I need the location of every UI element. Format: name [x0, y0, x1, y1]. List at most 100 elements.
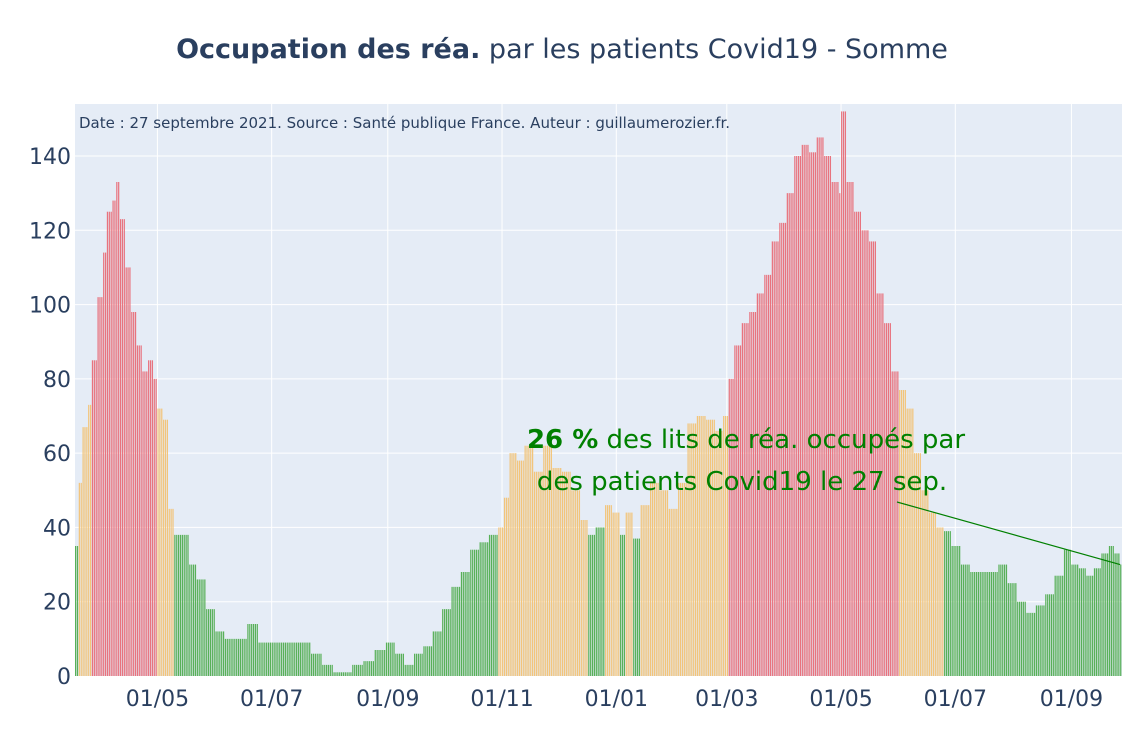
bar-group [809, 152, 817, 677]
bar-group [989, 572, 998, 676]
bar-group [131, 312, 137, 676]
bar [985, 572, 987, 676]
bar-group [854, 211, 861, 676]
chart-title-bold: Occupation des réa. [176, 34, 480, 65]
bar [127, 267, 129, 676]
x-tick-label: 01/07 [924, 687, 987, 712]
bar [1011, 583, 1013, 676]
bar [432, 631, 434, 676]
bar [646, 505, 648, 676]
bar [558, 468, 560, 676]
bar [590, 534, 592, 676]
bar [275, 642, 277, 676]
bar [1118, 553, 1120, 676]
bar [1002, 564, 1004, 676]
bar [754, 312, 757, 676]
bar [207, 609, 210, 676]
bar [453, 586, 455, 676]
bar [518, 460, 521, 676]
bar [951, 546, 953, 676]
bar [522, 460, 524, 676]
bar [801, 144, 803, 677]
bar [884, 323, 886, 676]
bar [1077, 564, 1079, 676]
bar [367, 661, 369, 676]
bar [769, 274, 772, 676]
bar [856, 211, 858, 676]
bar [445, 609, 448, 676]
bar [84, 427, 86, 676]
bar [846, 182, 848, 676]
bar-group [921, 490, 929, 676]
bar [977, 572, 979, 676]
bar-group [215, 631, 225, 676]
bar-group [970, 572, 979, 676]
bar [193, 564, 195, 676]
bar [327, 664, 330, 676]
bar [116, 182, 118, 676]
bar [835, 182, 837, 676]
bar-group [181, 534, 189, 676]
bar [408, 664, 410, 676]
bar [541, 471, 543, 676]
bar [681, 482, 684, 676]
bar [271, 642, 273, 676]
bar [230, 638, 232, 676]
bar [507, 497, 509, 676]
bar [728, 378, 730, 676]
bar [987, 572, 989, 676]
bar [764, 274, 766, 676]
bar [384, 650, 386, 676]
bar [528, 445, 530, 676]
bar [573, 490, 575, 676]
bar [75, 546, 77, 676]
bar [796, 156, 798, 676]
bar [292, 642, 294, 676]
bar [517, 460, 519, 676]
bar [893, 371, 895, 676]
bar [256, 624, 258, 676]
bar [477, 549, 479, 676]
bar [533, 471, 536, 676]
bar [215, 631, 217, 676]
bar [1107, 553, 1109, 676]
bar [974, 572, 976, 676]
bar [312, 653, 315, 676]
bar [938, 527, 940, 676]
bar-group [148, 360, 154, 676]
bar [565, 471, 567, 676]
bar-group [517, 460, 524, 676]
bar [134, 312, 137, 676]
bar [837, 182, 839, 676]
annotation-text-line1: 26 % des lits de réa. occupés par [527, 425, 965, 455]
bar [848, 182, 850, 676]
bar [99, 297, 101, 676]
bar [1009, 583, 1011, 676]
bar [110, 211, 112, 676]
bar [1045, 594, 1047, 676]
bar [812, 152, 815, 677]
bar [236, 638, 238, 676]
bar-group [816, 137, 824, 676]
bar [880, 293, 882, 676]
bar [842, 111, 845, 677]
bar [942, 527, 944, 676]
bar-group [734, 345, 742, 676]
bar [743, 323, 745, 676]
bar [601, 527, 603, 676]
bar [170, 508, 172, 676]
bar-group [258, 642, 272, 676]
bar [1062, 575, 1064, 676]
bar [1101, 553, 1103, 676]
y-tick-label: 20 [43, 591, 71, 616]
bar [610, 505, 612, 676]
bar [556, 468, 558, 676]
bar [131, 312, 133, 676]
bar-group [1101, 553, 1109, 676]
bar [1039, 605, 1041, 676]
bar [153, 378, 155, 676]
bar [861, 230, 863, 677]
bar [807, 144, 809, 677]
bar [717, 430, 719, 676]
